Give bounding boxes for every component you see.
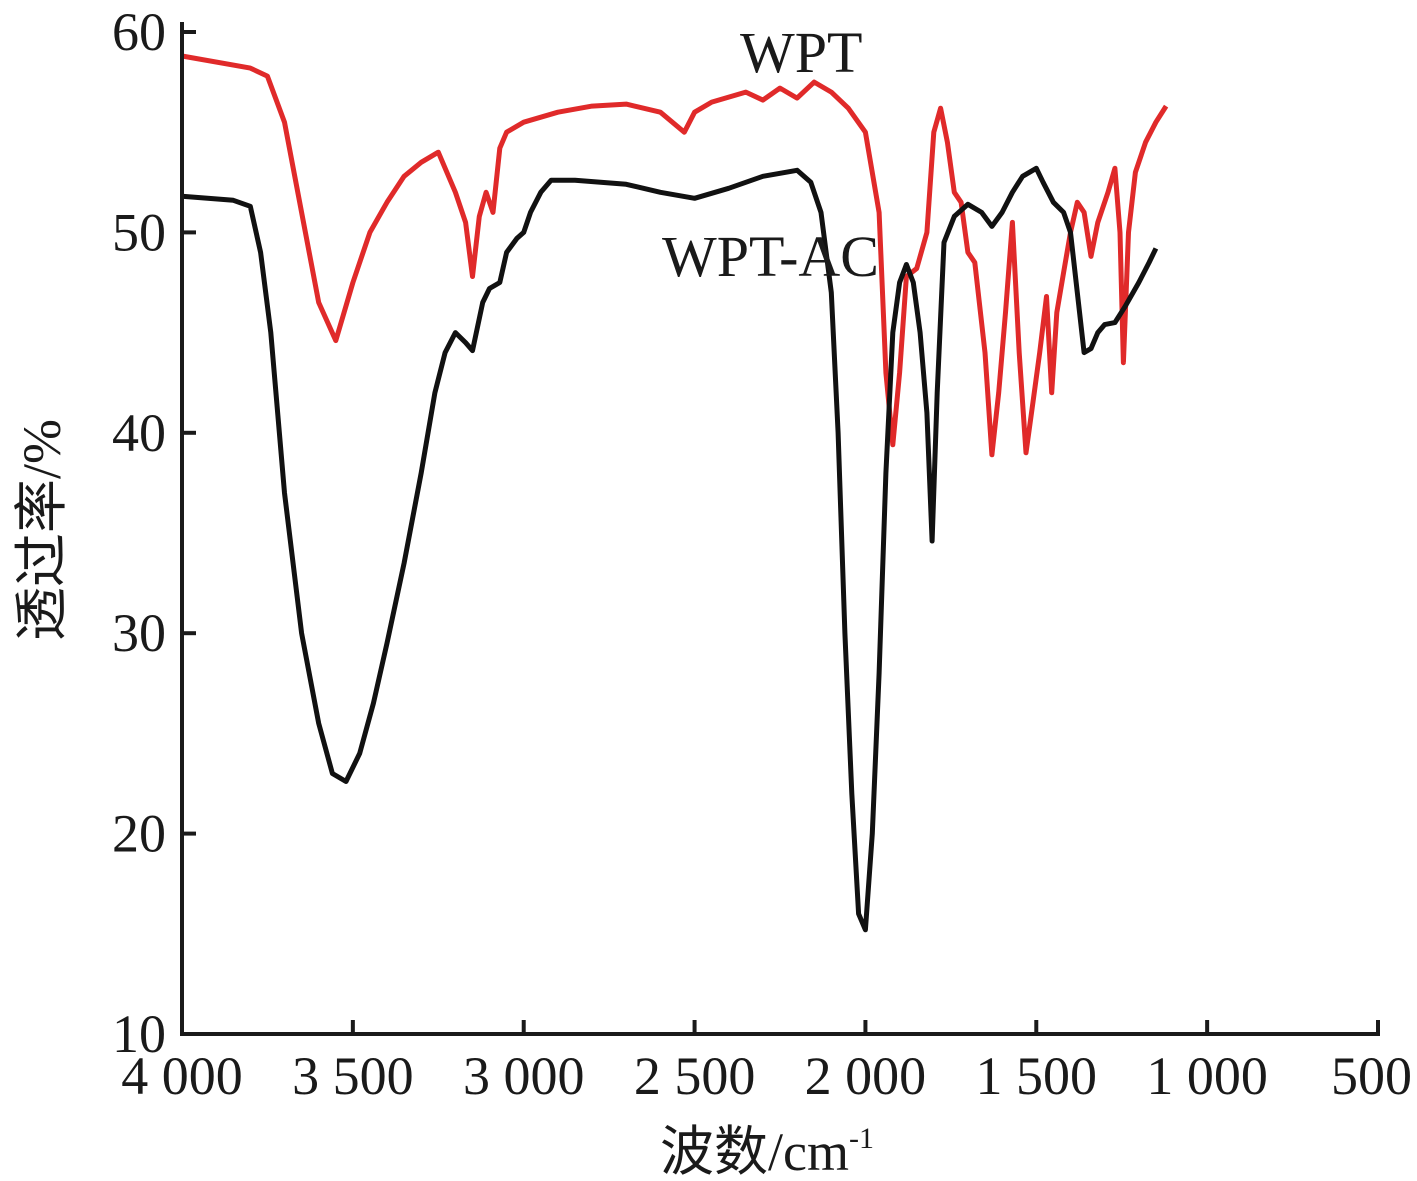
y-tick-label: 30 xyxy=(112,603,166,663)
series-line-wpt-ac xyxy=(181,165,1159,933)
series-label-wpt: WPT xyxy=(740,20,862,85)
y-tick-label: 20 xyxy=(112,804,166,864)
series-label-wpt-ac: WPT-AC xyxy=(662,224,879,289)
x-tick-label: 2 000 xyxy=(805,1046,927,1106)
x-tick-label: 1 500 xyxy=(976,1046,1098,1106)
x-tick-label: 4 000 xyxy=(121,1046,243,1106)
x-tick-label: 1 000 xyxy=(1146,1046,1268,1106)
plot-lines xyxy=(181,53,1169,933)
y-tick-label: 50 xyxy=(112,202,166,262)
x-tick-label: 3 500 xyxy=(292,1046,414,1106)
y-tick-label: 40 xyxy=(112,403,166,463)
x-tick-label: 3 000 xyxy=(463,1046,585,1106)
series-labels: WPT WPT-AC xyxy=(662,20,879,289)
y-tick-label: 10 xyxy=(112,1004,166,1064)
x-axis-title-text: 波数/cm xyxy=(660,1122,849,1181)
x-axis-title: 波数/cm-1 xyxy=(660,1122,874,1181)
y-tick-label: 60 xyxy=(112,2,166,62)
axes xyxy=(180,22,1380,1036)
x-tick-label: 2 500 xyxy=(634,1046,756,1106)
x-tick-label: 500 xyxy=(1331,1046,1412,1106)
y-axis-title: 透过率/% xyxy=(12,419,72,641)
ticks: 4 000 3 500 3 000 2 500 2 000 1 500 1 000 500 10… xyxy=(112,2,1412,1106)
x-axis-title-superscript: -1 xyxy=(849,1122,874,1155)
